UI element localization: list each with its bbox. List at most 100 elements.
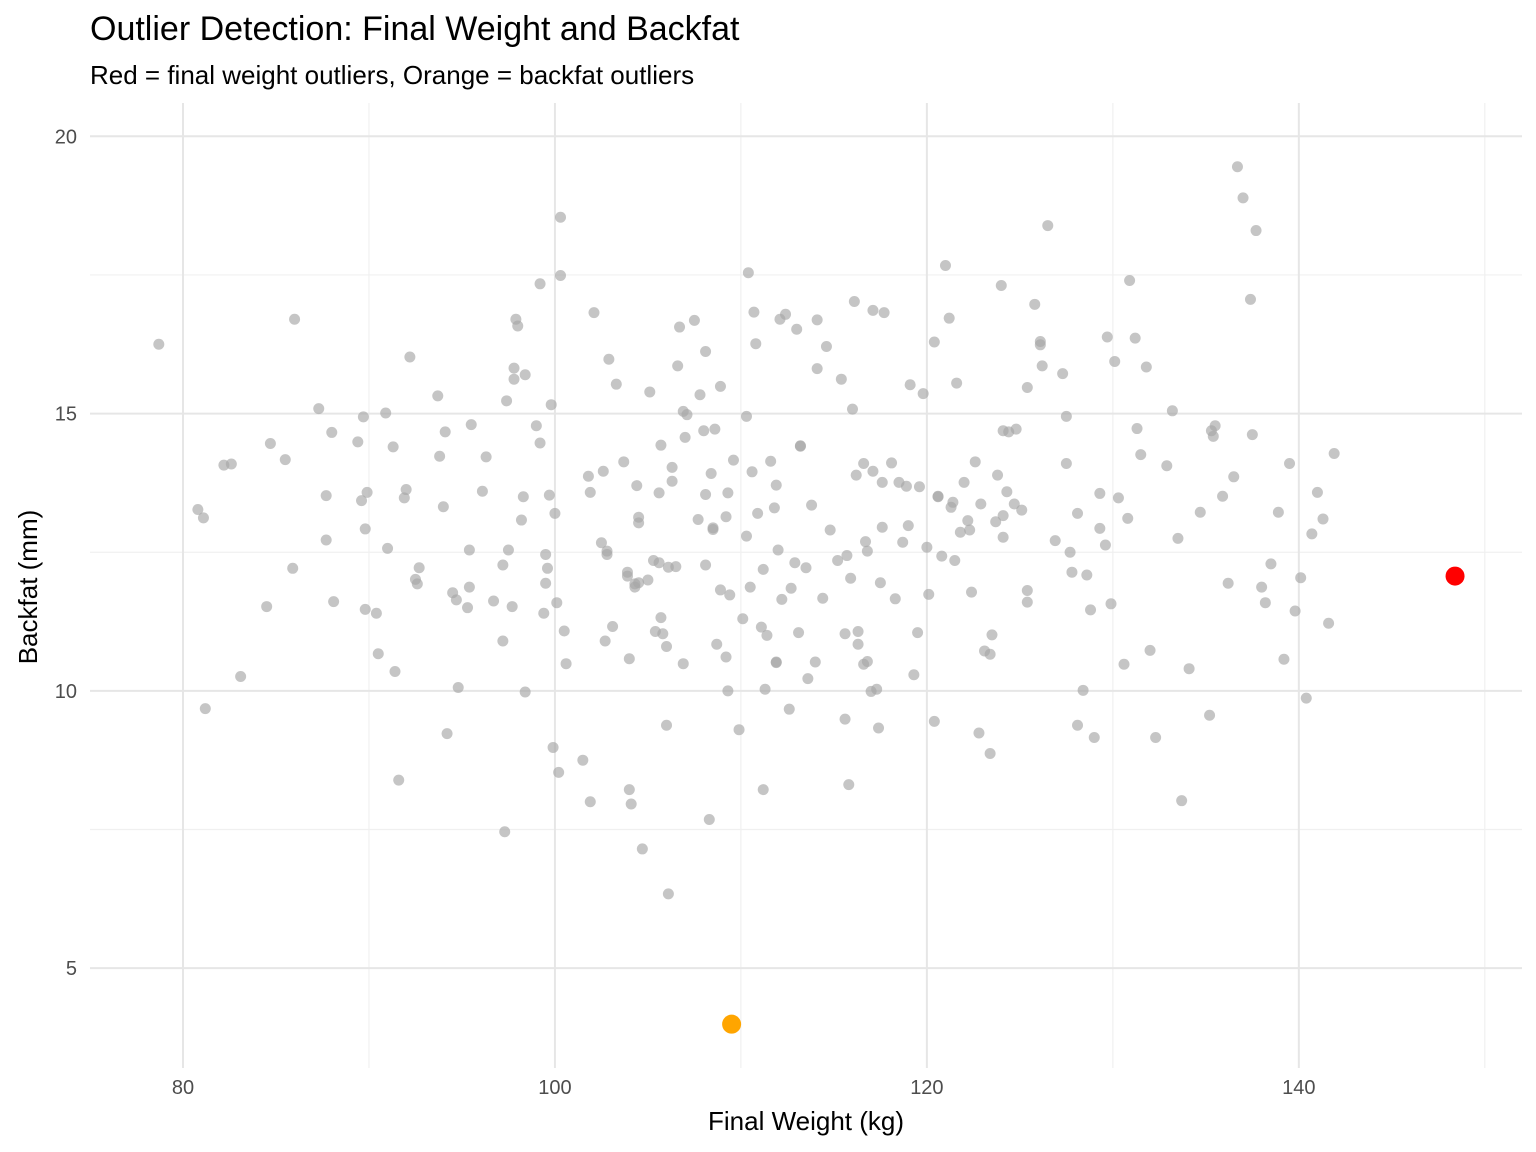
data-point [928,336,940,348]
data-point [1118,658,1130,670]
data-point [541,562,553,574]
data-point [951,377,963,389]
y-axis-ticks: 5 10 15 20 [55,126,77,980]
data-point [400,484,412,496]
data-point [681,409,693,421]
data-point [809,656,821,668]
data-point [793,627,805,639]
data-point [1289,605,1301,617]
data-point [846,403,858,415]
data-point [848,296,860,308]
data-point [785,582,797,594]
data-point [543,489,555,501]
data-point [439,426,451,438]
data-point [776,593,788,605]
data-point [1129,332,1141,344]
data-point [599,635,611,647]
data-point [757,784,769,796]
data-point [744,581,756,593]
data-point [603,353,615,365]
data-point [897,536,909,548]
data-point [610,378,622,390]
data-point [545,399,557,411]
data-point [733,724,745,736]
data-point [655,439,667,451]
data-point [966,586,978,598]
data-point [1122,512,1134,524]
data-point [1328,448,1340,460]
data-point [1034,335,1046,347]
data-point [595,537,607,549]
data-point [835,373,847,385]
data-point [480,451,492,463]
data-point [720,511,732,523]
data-point [1259,597,1271,609]
data-point [755,621,767,633]
data-point [1049,535,1061,547]
data-point [1081,569,1093,581]
data-point [936,550,948,562]
data-point [540,548,552,560]
data-point [538,607,550,619]
data-point [700,489,712,501]
data-point [499,826,511,838]
data-point [370,607,382,619]
data-point [642,574,654,586]
data-point [850,469,862,481]
data-point [607,621,619,633]
data-point [463,544,475,556]
data-point [1272,506,1284,518]
data-point [584,796,596,808]
data-point [636,843,648,855]
data-point [806,499,818,511]
data-point [666,475,678,487]
data-point [694,389,706,401]
weight-outlier-point [1445,566,1465,586]
data-point [506,601,518,613]
data-point [904,379,916,391]
data-point [860,536,872,548]
data-point [463,581,475,593]
data-point [289,313,301,325]
data-point [465,419,477,431]
data-point [727,454,739,466]
data-point [1021,584,1033,596]
data-point [623,784,635,796]
data-point [761,629,773,641]
data-point [740,530,752,542]
data-point [601,548,613,560]
data-point [1204,709,1216,721]
data-point [356,495,368,507]
data-point [352,436,364,448]
data-point [772,544,784,556]
data-point [990,516,1002,528]
data-point [515,514,527,526]
data-point [662,888,674,900]
data-point [958,476,970,488]
data-point [1172,532,1184,544]
data-point [1166,405,1178,417]
data-point [800,562,812,574]
data-point [975,498,987,510]
data-point [1284,457,1296,469]
data-point [434,450,446,462]
data-point [1101,331,1113,343]
data-point [964,524,976,536]
data-point [913,481,925,493]
data-point [878,307,890,319]
data-point [1228,471,1240,483]
data-point [655,612,667,624]
data-point [707,522,719,534]
data-point [512,320,524,332]
data-point [1140,361,1152,373]
data-point [1144,644,1156,656]
y-tick-label: 20 [55,126,77,148]
data-point [740,410,752,422]
data-point [1042,220,1054,232]
data-point [1021,382,1033,394]
data-point [540,577,552,589]
data-point [661,641,673,653]
data-point [1222,577,1234,589]
data-point [1135,449,1147,461]
data-point [949,555,961,567]
